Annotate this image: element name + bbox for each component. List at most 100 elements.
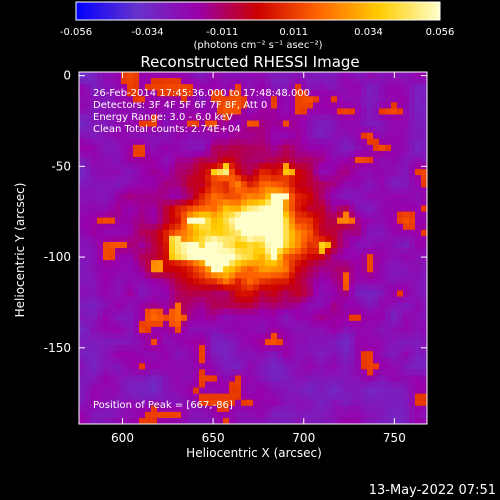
heatmap-cell xyxy=(175,308,182,316)
heatmap-cell xyxy=(163,351,170,358)
heatmap-cell xyxy=(259,296,266,304)
heatmap-cell xyxy=(229,96,236,103)
heatmap-cell xyxy=(301,387,308,395)
heatmap-cell xyxy=(271,211,278,219)
heatmap-cell xyxy=(421,126,427,134)
heatmap-cell xyxy=(265,205,272,213)
heatmap-cell xyxy=(283,78,290,85)
heatmap-cell xyxy=(421,175,427,182)
heatmap-cell xyxy=(331,169,338,176)
heatmap-cell xyxy=(217,229,224,237)
heatmap-cell xyxy=(259,417,266,424)
heatmap-cell xyxy=(307,90,314,97)
heatmap-cell xyxy=(151,393,158,401)
heatmap-cell xyxy=(355,375,362,383)
heatmap-cell xyxy=(343,181,350,188)
heatmap-cell xyxy=(109,217,116,225)
heatmap-cell xyxy=(163,229,170,237)
heatmap-cell xyxy=(421,120,427,128)
heatmap-cell xyxy=(157,114,164,122)
heatmap-cell xyxy=(127,150,134,158)
heatmap-cell xyxy=(301,211,308,219)
heatmap-cell xyxy=(295,150,302,158)
heatmap-cell xyxy=(319,369,326,377)
heatmap-cell xyxy=(319,284,326,292)
heatmap-cell xyxy=(223,114,230,122)
heatmap-cell xyxy=(205,369,212,377)
heatmap-cell xyxy=(169,78,176,85)
heatmap-cell xyxy=(145,120,152,128)
heatmap-cell xyxy=(151,405,158,413)
heatmap-cell xyxy=(97,363,104,370)
heatmap-cell xyxy=(343,308,350,316)
heatmap-cell xyxy=(121,108,128,116)
annotation-line: Detectors: 3F 4F 5F 6F 7F 8F, Att 0 xyxy=(93,100,267,111)
heatmap-cell xyxy=(109,90,116,97)
heatmap-cell xyxy=(421,375,427,383)
heatmap-cell xyxy=(151,369,158,377)
heatmap-cell xyxy=(163,393,170,401)
heatmap-cell xyxy=(325,72,332,79)
heatmap-cell xyxy=(325,169,332,176)
heatmap-cell xyxy=(295,278,302,286)
heatmap-cell xyxy=(295,296,302,304)
heatmap-cell xyxy=(385,308,392,316)
heatmap-cell xyxy=(307,84,314,91)
heatmap-cell xyxy=(397,132,404,140)
heatmap-cell xyxy=(349,199,356,207)
heatmap-cell xyxy=(391,345,398,352)
heatmap-cell xyxy=(391,308,398,316)
heatmap-cell xyxy=(253,308,260,316)
heatmap-cell xyxy=(397,193,404,201)
heatmap-cell xyxy=(217,326,224,334)
heatmap-cell xyxy=(319,108,326,116)
heatmap-cell xyxy=(253,169,260,176)
heatmap-cell xyxy=(133,302,140,310)
heatmap-cell xyxy=(337,278,344,286)
heatmap-cell xyxy=(139,235,146,243)
heatmap-cell xyxy=(331,393,338,401)
heatmap-cell xyxy=(301,339,308,346)
heatmap-cell xyxy=(79,320,86,328)
heatmap-cell xyxy=(157,326,164,334)
heatmap-cell xyxy=(157,339,164,346)
heatmap-cell xyxy=(175,314,182,322)
heatmap-cell xyxy=(187,314,194,322)
heatmap-cell xyxy=(133,90,140,97)
heatmap-cell xyxy=(169,345,176,352)
heatmap-cell xyxy=(277,290,284,298)
heatmap-cell xyxy=(403,278,410,286)
heatmap-cell xyxy=(253,241,260,249)
heatmap-cell xyxy=(235,90,242,97)
heatmap-cell xyxy=(229,199,236,207)
heatmap-cell xyxy=(91,284,98,292)
heatmap-cell xyxy=(145,175,152,182)
heatmap-cell xyxy=(157,96,164,103)
heatmap-cell xyxy=(403,138,410,146)
heatmap-cell xyxy=(331,375,338,383)
heatmap-cell xyxy=(319,363,326,370)
heatmap-cell xyxy=(295,254,302,261)
heatmap-cell xyxy=(331,175,338,182)
heatmap-cell xyxy=(373,199,380,207)
heatmap-cell xyxy=(91,199,98,207)
heatmap-cell xyxy=(109,308,116,316)
heatmap-cell xyxy=(379,108,386,116)
heatmap-cell xyxy=(307,114,314,122)
heatmap-cell xyxy=(163,211,170,219)
heatmap-cell xyxy=(127,223,134,231)
heatmap-cell xyxy=(271,72,278,79)
heatmap-cell xyxy=(199,387,206,395)
heatmap-cell xyxy=(235,187,242,194)
heatmap-cell xyxy=(415,375,422,383)
heatmap-cell xyxy=(253,345,260,352)
heatmap-cell xyxy=(103,114,110,122)
heatmap-cell xyxy=(409,284,416,292)
heatmap-cell xyxy=(307,278,314,286)
heatmap-cell xyxy=(415,211,422,219)
heatmap-cell xyxy=(157,205,164,213)
heatmap-cell xyxy=(97,90,104,97)
heatmap-cell xyxy=(133,181,140,188)
heatmap-cell xyxy=(337,254,344,261)
heatmap-cell xyxy=(175,363,182,370)
